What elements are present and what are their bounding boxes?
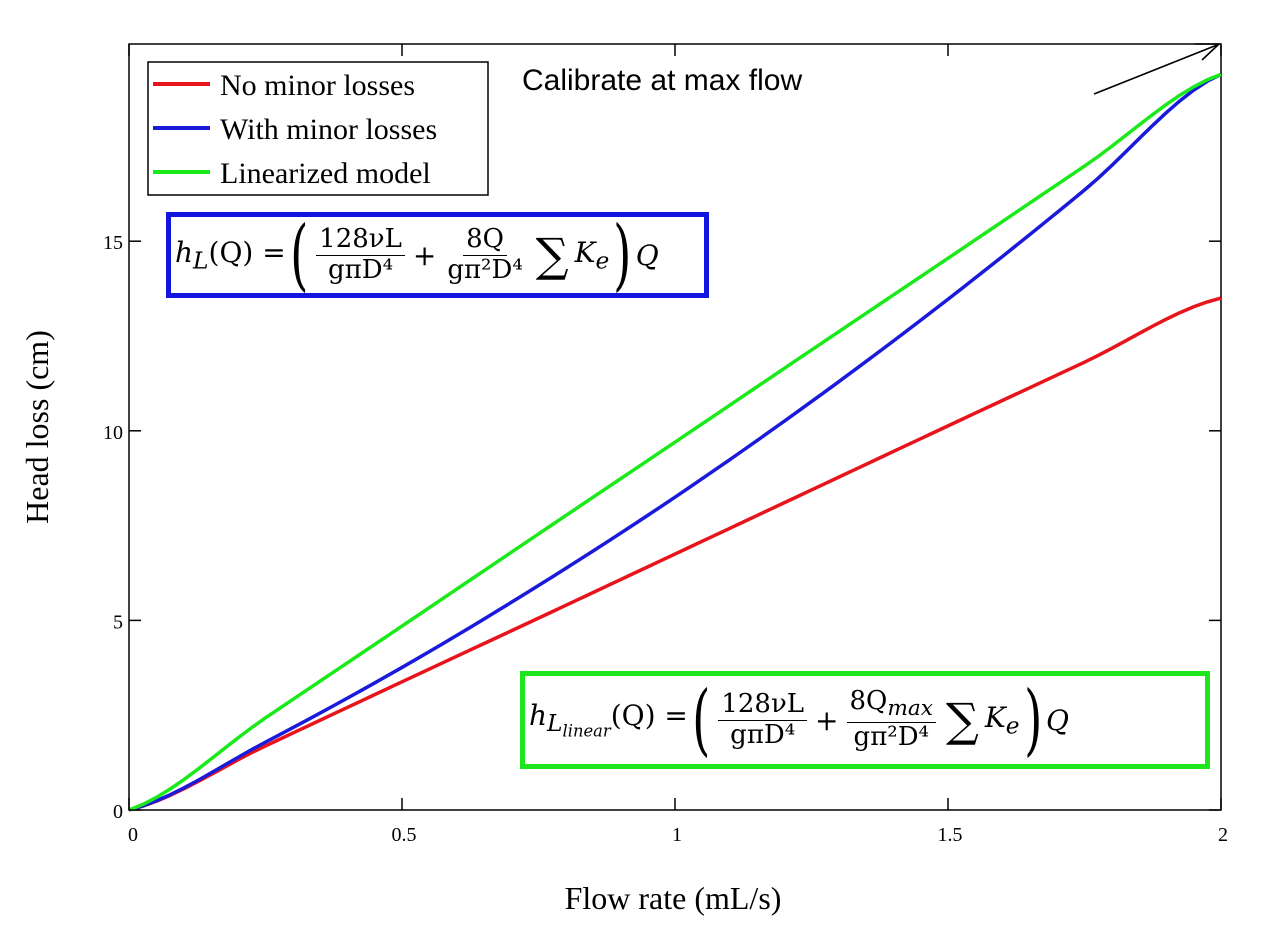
eq1-plus: + bbox=[412, 238, 437, 272]
legend-label-linearized: Linearized model bbox=[220, 157, 431, 190]
annotation-arrow-head bbox=[1195, 43, 1222, 61]
y-tick-label: 0 bbox=[113, 801, 123, 823]
legend-label-with-minor: With minor losses bbox=[220, 113, 437, 146]
series-layer bbox=[128, 72, 1222, 812]
series-line-no-minor-losses bbox=[128, 296, 1222, 812]
eq2-frac2: 8Qmax gπ²D⁴ bbox=[846, 686, 937, 753]
x-axis-title: Flow rate (mL/s) bbox=[565, 880, 782, 916]
series-line-with-minor-losses bbox=[128, 72, 1222, 812]
y-tick-label: 15 bbox=[103, 232, 123, 254]
equation-box-nonlinear: hL(Q) = ( 128νL gπD⁴ + 8Q gπ²D⁴ ∑ Ke ) Q bbox=[166, 212, 709, 298]
x-tick-label: 0.5 bbox=[392, 824, 417, 846]
legend-label-no-minor: No minor losses bbox=[220, 69, 415, 102]
annotation-calibrate: Calibrate at max flow bbox=[522, 64, 802, 97]
annotation-arrow-line bbox=[1093, 44, 1218, 95]
x-tick-label: 1 bbox=[672, 824, 682, 846]
series-line-linearized-model bbox=[128, 72, 1222, 812]
ticks-layer: 0 0.5 1 1.5 2 0 5 10 15 bbox=[103, 44, 1228, 846]
eq2-sum: ∑ bbox=[946, 693, 979, 747]
eq2-k: Ke bbox=[984, 700, 1020, 740]
eq1-k: Ke bbox=[574, 235, 610, 275]
eq2-left-paren: ( bbox=[691, 675, 711, 765]
eq1-tail: Q bbox=[635, 238, 659, 272]
eq2-frac1: 128νL gπD⁴ bbox=[718, 689, 808, 751]
eq1-lhs: hL(Q) = bbox=[175, 235, 286, 275]
legend: No minor losses With minor losses Linear… bbox=[147, 61, 489, 196]
y-tick-label: 10 bbox=[103, 422, 123, 444]
eq2-lhs: hLlinear(Q) = bbox=[529, 698, 688, 742]
eq1-frac2: 8Q gπ²D⁴ bbox=[447, 223, 523, 285]
eq2-tail: Q bbox=[1046, 703, 1070, 737]
x-tick-label: 2 bbox=[1218, 824, 1228, 846]
eq1-right-paren: ) bbox=[613, 212, 632, 298]
y-tick-label: 5 bbox=[113, 611, 123, 633]
equation-box-linear: hLlinear(Q) = ( 128νL gπD⁴ + 8Qmax gπ²D⁴ ∑… bbox=[520, 671, 1210, 769]
eq1-frac1: 128νL gπD⁴ bbox=[316, 224, 405, 286]
eq1-left-paren: ( bbox=[289, 212, 309, 298]
x-tick-label: 0 bbox=[128, 824, 138, 846]
eq1-sum: ∑ bbox=[535, 228, 569, 282]
y-axis-title: Head loss (cm) bbox=[19, 330, 55, 524]
eq2-right-paren: ) bbox=[1023, 675, 1042, 765]
x-tick-label: 1.5 bbox=[938, 824, 963, 846]
eq2-plus: + bbox=[815, 703, 839, 737]
